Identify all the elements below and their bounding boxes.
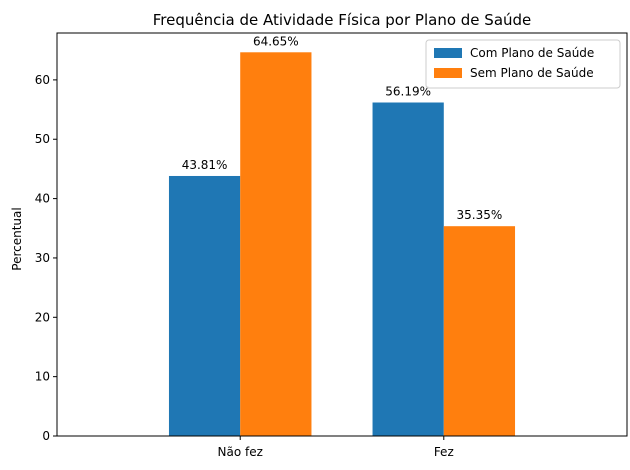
y-tick-label: 40 — [35, 192, 50, 206]
y-tick-label: 0 — [42, 429, 50, 443]
y-tick-label: 50 — [35, 132, 50, 146]
bar — [168, 175, 241, 436]
bar-value-label: 56.19% — [385, 85, 431, 99]
chart-title: Frequência de Atividade Física por Plano… — [153, 11, 532, 29]
legend-swatch — [434, 68, 462, 78]
legend-label: Com Plano de Saúde — [470, 46, 594, 60]
bar — [443, 226, 516, 436]
plot-area: 0 10 20 30 40 50 60 43.81% 64.65% Não fez 56.19% 35… — [35, 34, 516, 459]
legend-label: Sem Plano de Saúde — [470, 66, 594, 80]
legend: Com Plano de Saúde Sem Plano de Saúde — [425, 39, 621, 89]
x-tick-label: Não fez — [218, 445, 263, 459]
legend-box — [425, 39, 621, 89]
y-tick-label: 20 — [35, 310, 50, 324]
bar — [240, 52, 312, 436]
bar-value-label: 43.81% — [182, 158, 228, 172]
bar — [372, 102, 444, 437]
y-axis-label: Percentual — [10, 207, 24, 270]
bar-value-label: 35.35% — [457, 208, 503, 222]
y-tick-label: 10 — [35, 370, 50, 384]
bar-value-label: 64.65% — [253, 34, 299, 48]
plot-frame — [56, 32, 628, 437]
y-tick-label: 30 — [35, 251, 50, 265]
legend-swatch — [434, 48, 462, 58]
y-tick-label: 60 — [35, 73, 50, 87]
x-tick-label: Fez — [434, 445, 454, 459]
